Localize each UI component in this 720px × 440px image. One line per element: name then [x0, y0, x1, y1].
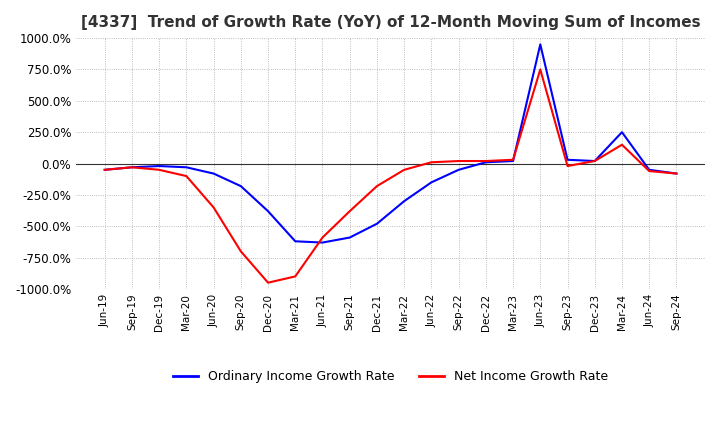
Title: [4337]  Trend of Growth Rate (YoY) of 12-Month Moving Sum of Incomes: [4337] Trend of Growth Rate (YoY) of 12-…: [81, 15, 701, 30]
Legend: Ordinary Income Growth Rate, Net Income Growth Rate: Ordinary Income Growth Rate, Net Income …: [168, 365, 613, 388]
